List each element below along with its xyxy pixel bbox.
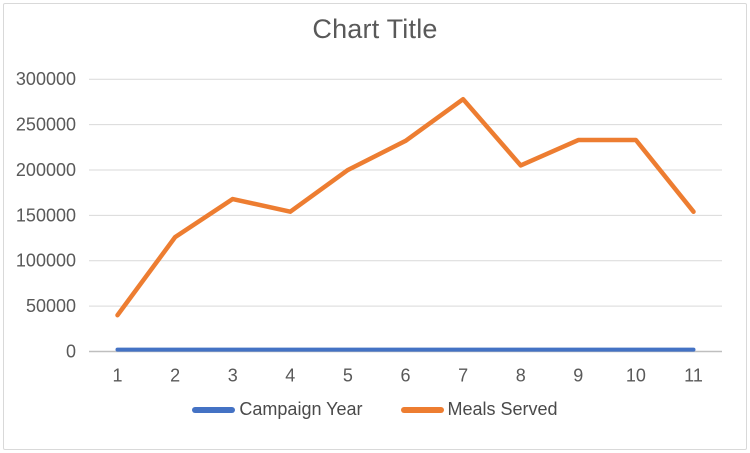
x-tick-label: 2 (170, 366, 180, 386)
x-tick-label: 11 (684, 366, 703, 386)
y-tick-label: 150000 (16, 205, 76, 225)
legend-label-meals-served: Meals Served (447, 399, 558, 419)
chart-title: Chart Title (312, 14, 438, 44)
legend-item-meals-served[interactable]: Meals Served (400, 399, 558, 420)
legend: Campaign Year Meals Served (0, 399, 750, 420)
x-tick-label: 7 (458, 366, 468, 386)
x-tick-label: 1 (112, 366, 122, 386)
x-tick-label: 9 (573, 366, 583, 386)
series-line-meals-served (115, 96, 696, 318)
plot-area: 0 50000 100000 150000 200000 250000 300000 1 2 3 4… (16, 69, 722, 386)
legend-item-campaign-year[interactable]: Campaign Year (192, 399, 363, 420)
y-tick-label: 50000 (26, 296, 76, 316)
x-tick-label: 3 (228, 366, 238, 386)
y-tick-label: 0 (66, 342, 76, 362)
y-tick-label: 100000 (16, 251, 76, 271)
x-tick-label: 5 (343, 366, 353, 386)
legend-swatch-meals-served (400, 406, 444, 413)
x-tick-label: 10 (626, 366, 646, 386)
x-tick-label: 4 (285, 366, 295, 386)
y-tick-label: 200000 (16, 160, 76, 180)
y-tick-label: 300000 (16, 69, 76, 89)
legend-swatch-campaign-year (192, 406, 236, 413)
x-tick-label: 6 (400, 366, 410, 386)
y-tick-label: 250000 (16, 115, 76, 135)
x-tick-label: 8 (516, 366, 526, 386)
legend-label-campaign-year: Campaign Year (239, 399, 363, 419)
